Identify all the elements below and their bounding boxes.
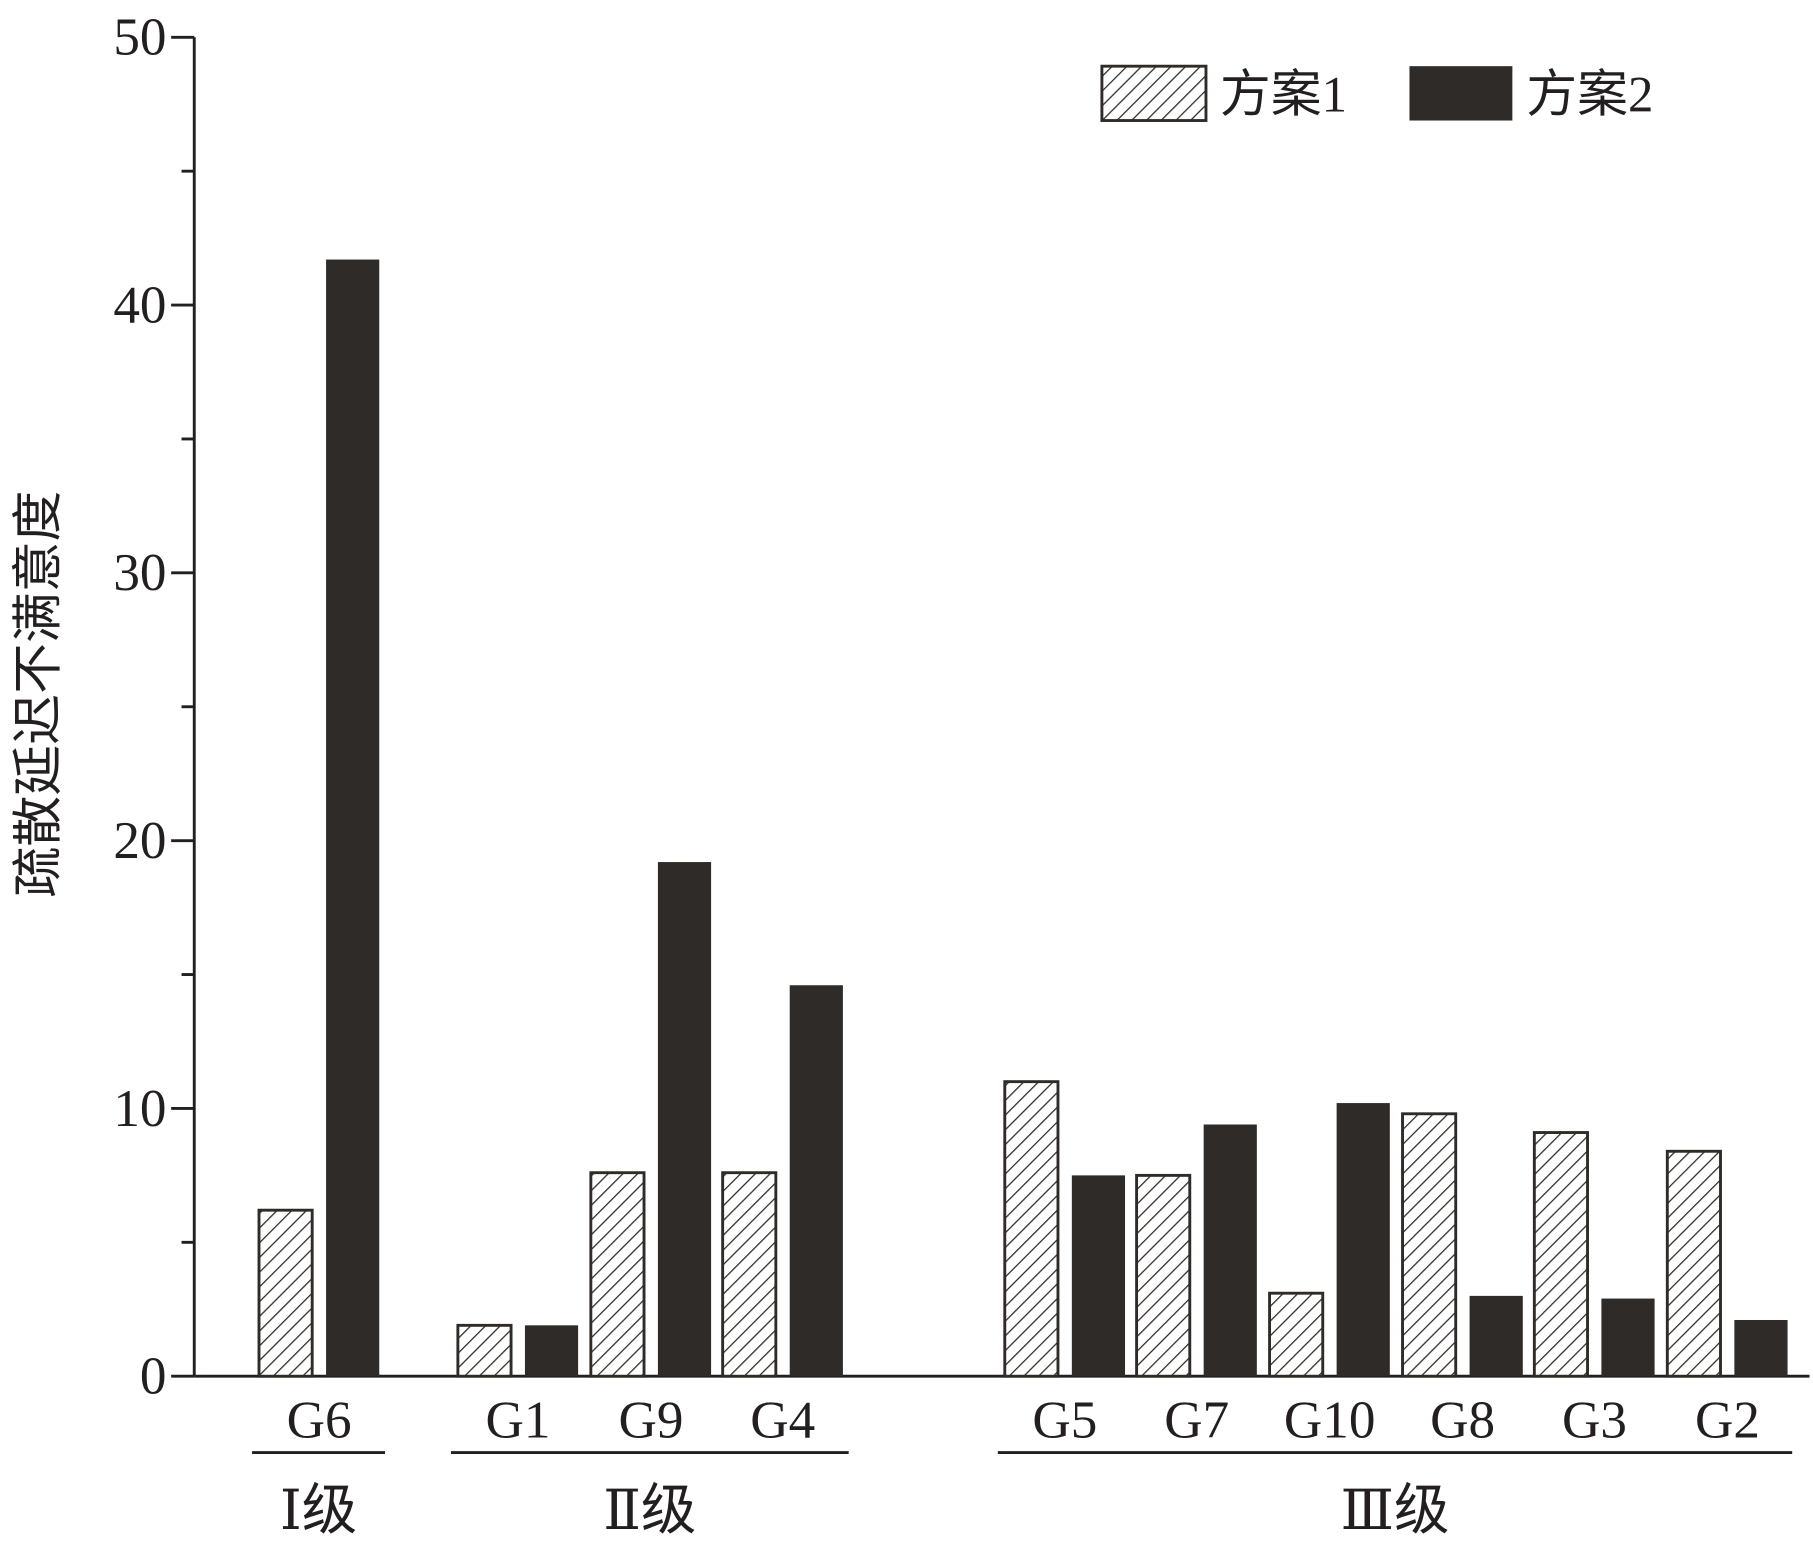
y-tick-label: 20 bbox=[113, 811, 166, 870]
bars bbox=[257, 259, 1788, 1378]
bar-G10-series-1 bbox=[1268, 1291, 1325, 1378]
group-label: Ⅰ级 bbox=[280, 1481, 357, 1542]
bar-G6-series-1 bbox=[257, 1208, 314, 1378]
bar-G1-series-1 bbox=[456, 1323, 513, 1378]
bar-G5-series-2 bbox=[1071, 1175, 1126, 1377]
x-tick-label: G10 bbox=[1284, 1391, 1376, 1450]
bar-G2-series-1 bbox=[1665, 1149, 1722, 1378]
bar-G4-series-2 bbox=[789, 985, 843, 1377]
bar-G3-series-2 bbox=[1601, 1298, 1655, 1377]
x-tick-label: G8 bbox=[1430, 1391, 1495, 1450]
y-tick-label: 40 bbox=[113, 275, 166, 334]
bar-G8-series-1 bbox=[1401, 1112, 1458, 1378]
y-axis-label: 疏散延迟不满意度 bbox=[12, 491, 68, 898]
legend-label-series-2: 方案2 bbox=[1526, 67, 1653, 123]
y-tick-label: 50 bbox=[113, 8, 166, 67]
x-tick-label: G6 bbox=[287, 1391, 352, 1450]
y-tick-label: 30 bbox=[113, 543, 166, 602]
bar-G10-series-2 bbox=[1336, 1103, 1390, 1377]
bar-G2-series-2 bbox=[1734, 1319, 1788, 1377]
bar-G6-series-2 bbox=[326, 259, 380, 1377]
x-tick-label: G3 bbox=[1562, 1391, 1627, 1450]
x-tick-label: G5 bbox=[1032, 1391, 1097, 1450]
x-tick-label: G2 bbox=[1695, 1391, 1760, 1450]
bar-G1-series-2 bbox=[524, 1325, 579, 1377]
legend-swatch-series-2 bbox=[1409, 66, 1513, 121]
bar-G8-series-2 bbox=[1469, 1295, 1523, 1377]
legend-label-series-1: 方案1 bbox=[1220, 67, 1347, 123]
group-label: Ⅱ级 bbox=[603, 1481, 696, 1542]
bar-G5-series-1 bbox=[1003, 1080, 1060, 1378]
x-tick-label: G9 bbox=[618, 1391, 683, 1450]
x-tick-label: G1 bbox=[486, 1391, 551, 1450]
legend-swatch-series-1 bbox=[1100, 64, 1208, 122]
bar-G9-series-1 bbox=[589, 1171, 646, 1378]
category-labels: G6 G1 G9 G4 G5 G7 G10 G8 G3 G2 Ⅰ级 Ⅱ级 Ⅲ级 bbox=[252, 1391, 1793, 1542]
y-tick-label: 10 bbox=[113, 1079, 166, 1138]
y-tick-label: 0 bbox=[140, 1347, 167, 1406]
bar-G7-series-1 bbox=[1135, 1173, 1192, 1378]
x-tick-label: G7 bbox=[1164, 1391, 1229, 1450]
x-tick-label: G4 bbox=[750, 1391, 815, 1450]
group-label: Ⅲ级 bbox=[1341, 1481, 1450, 1542]
legend: 方案1 方案2 bbox=[1100, 64, 1653, 123]
bar-G3-series-1 bbox=[1532, 1131, 1589, 1378]
bar-G7-series-2 bbox=[1203, 1124, 1257, 1377]
bar-G9-series-2 bbox=[657, 862, 712, 1377]
bar-G4-series-1 bbox=[721, 1171, 778, 1378]
